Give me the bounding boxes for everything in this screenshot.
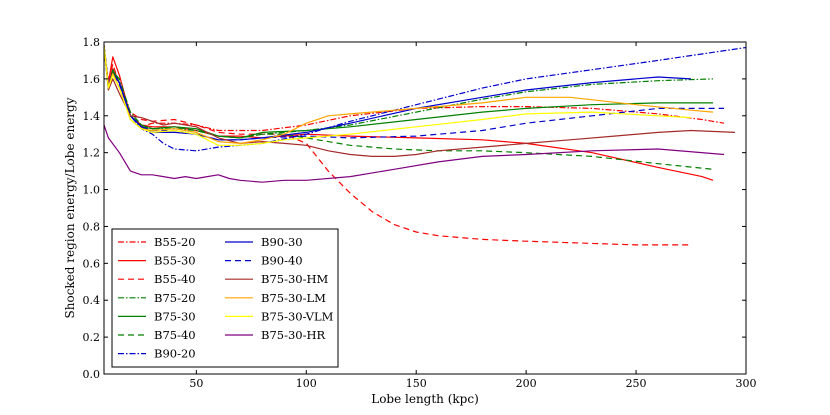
x-tick-label: 200: [516, 377, 537, 390]
y-tick-label: 0.4: [83, 294, 101, 307]
x-tick-label: 150: [406, 377, 427, 390]
y-tick-label: 1.2: [83, 147, 101, 160]
series-line-b75-30: [104, 45, 713, 139]
legend-label-b55-20: B55-20: [154, 235, 196, 249]
series-line-b55-30: [104, 51, 714, 181]
legend-label-b90-40: B90-40: [261, 254, 303, 268]
x-axis-label: Lobe length (kpc): [371, 392, 479, 406]
legend-label-b75-30: B75-30: [154, 309, 196, 323]
x-tick-label: 250: [626, 377, 647, 390]
y-tick-label: 0.6: [83, 257, 101, 270]
tick-layer: 50 100 150 200 250 300 0.0 0.2 0.4 0.6 0.8 1.0 1.2 1.…: [83, 36, 757, 390]
legend-label-b55-40: B55-40: [154, 272, 196, 286]
y-tick-label: 0.0: [83, 368, 101, 381]
legend-label-b90-30: B90-30: [261, 235, 303, 249]
legend-label-b75-30-hm: B75-30-HM: [261, 272, 329, 286]
y-tick-label: 0.8: [83, 220, 101, 233]
legend-label-b75-30-lm: B75-30-LM: [261, 291, 326, 305]
y-axis-label: Shocked region energy/Lobe energy: [63, 97, 77, 318]
y-tick-label: 1.4: [83, 110, 101, 123]
legend-label-b75-30-hr: B75-30-HR: [261, 328, 326, 342]
y-tick-label: 0.2: [83, 331, 101, 344]
y-tick-label: 1.0: [83, 184, 101, 197]
series-line-b75-30-vlm: [104, 45, 692, 146]
legend-label-b55-30: B55-30: [154, 254, 196, 268]
legend-label-b75-30-vlm: B75-30-VLM: [261, 309, 334, 323]
legend-label-b75-40: B75-40: [154, 328, 196, 342]
series-line-b75-30-hr: [104, 124, 725, 183]
x-tick-label: 50: [189, 377, 203, 390]
series-line-b55-20: [104, 45, 725, 132]
x-tick-label: 100: [296, 377, 317, 390]
y-tick-label: 1.8: [83, 36, 101, 49]
y-tick-label: 1.6: [83, 73, 101, 86]
x-tick-label: 300: [736, 377, 757, 390]
series-line-b75-30-hm: [104, 45, 736, 157]
legend-label-b90-20: B90-20: [154, 347, 196, 361]
series-layer: [104, 45, 746, 246]
legend-label-b75-20: B75-20: [154, 291, 196, 305]
legend: B55-20 B55-30 B55-40 B75-20 B75-30 B75-40 B90-…: [111, 228, 339, 368]
plot-frame: [103, 41, 747, 375]
series-line-b55-40: [104, 45, 691, 246]
series-line-b75-20: [104, 45, 714, 139]
